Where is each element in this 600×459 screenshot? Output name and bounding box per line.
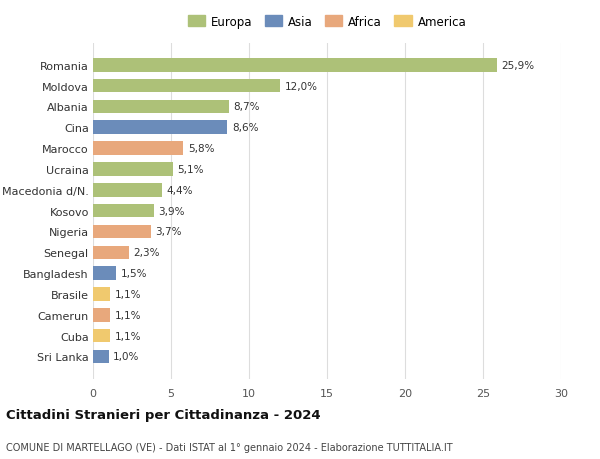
- Text: 5,1%: 5,1%: [177, 165, 204, 174]
- Bar: [93, 184, 161, 197]
- Text: 4,4%: 4,4%: [166, 185, 193, 196]
- Bar: [93, 163, 173, 176]
- Bar: [93, 101, 229, 114]
- Bar: [93, 121, 227, 135]
- Bar: [93, 350, 109, 364]
- Text: COMUNE DI MARTELLAGO (VE) - Dati ISTAT al 1° gennaio 2024 - Elaborazione TUTTITA: COMUNE DI MARTELLAGO (VE) - Dati ISTAT a…: [6, 442, 452, 452]
- Bar: [93, 204, 154, 218]
- Legend: Europa, Asia, Africa, America: Europa, Asia, Africa, America: [185, 13, 469, 31]
- Text: 1,5%: 1,5%: [121, 269, 148, 279]
- Text: 8,6%: 8,6%: [232, 123, 259, 133]
- Text: 1,1%: 1,1%: [115, 331, 142, 341]
- Bar: [93, 79, 280, 93]
- Text: 8,7%: 8,7%: [233, 102, 260, 112]
- Bar: [93, 225, 151, 239]
- Text: 5,8%: 5,8%: [188, 144, 215, 154]
- Text: 25,9%: 25,9%: [502, 61, 535, 71]
- Bar: [93, 246, 129, 259]
- Text: 3,7%: 3,7%: [155, 227, 182, 237]
- Bar: [93, 287, 110, 301]
- Text: 1,0%: 1,0%: [113, 352, 140, 362]
- Bar: [93, 267, 116, 280]
- Text: 12,0%: 12,0%: [285, 81, 318, 91]
- Bar: [93, 329, 110, 343]
- Bar: [93, 142, 184, 156]
- Text: Cittadini Stranieri per Cittadinanza - 2024: Cittadini Stranieri per Cittadinanza - 2…: [6, 408, 320, 421]
- Bar: [93, 308, 110, 322]
- Text: 3,9%: 3,9%: [158, 206, 185, 216]
- Text: 2,3%: 2,3%: [134, 248, 160, 257]
- Text: 1,1%: 1,1%: [115, 310, 142, 320]
- Bar: [93, 59, 497, 73]
- Text: 1,1%: 1,1%: [115, 289, 142, 299]
